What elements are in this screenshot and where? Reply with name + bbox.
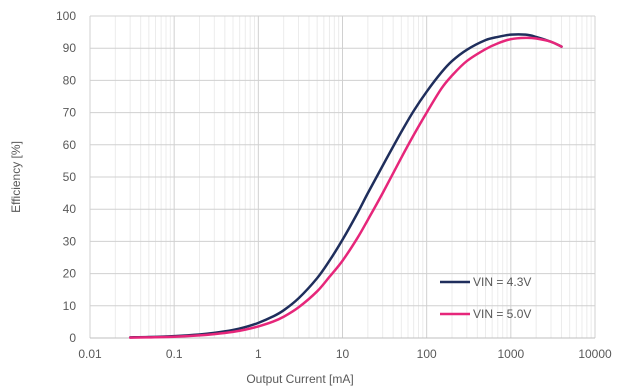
legend: VIN = 4.3V VIN = 5.0V: [440, 275, 531, 321]
y-axis-title: Efficiency [%]: [9, 141, 23, 213]
x-tick-label: 100: [417, 347, 437, 361]
series-line-vin-4-3v: [128, 33, 563, 339]
y-tick-label: 0: [69, 331, 76, 345]
y-tick-label: 70: [63, 106, 77, 120]
major-gridlines: [89, 15, 596, 339]
y-tick-label: 60: [63, 138, 77, 152]
x-tick-label: 0.1: [166, 347, 183, 361]
x-tick-label: 10: [336, 347, 350, 361]
x-tick-label: 0.01: [78, 347, 102, 361]
y-tick-label: 50: [63, 170, 77, 184]
x-tick-label: 10000: [578, 347, 612, 361]
series-line-vin-5-0v: [128, 36, 563, 339]
legend-item-vin-5-0v: VIN = 5.0V: [440, 307, 531, 321]
series-lines: [128, 33, 563, 339]
y-tick-label: 90: [63, 41, 77, 55]
y-tick-label: 80: [63, 73, 77, 87]
legend-label-vin-4-3v: VIN = 4.3V: [473, 275, 531, 289]
legend-item-vin-4-3v: VIN = 4.3V: [440, 275, 531, 289]
x-tick-label: 1: [255, 347, 262, 361]
y-tick-label: 20: [63, 267, 77, 281]
y-tick-labels: 0 10 20 30 40 50 60 70 80 90 100: [56, 9, 76, 345]
y-tick-label: 30: [63, 234, 77, 248]
x-axis-title: Output Current [mA]: [246, 372, 353, 386]
x-tick-labels: 0.01 0.1 1 10 100 1000 10000: [78, 347, 612, 361]
y-tick-label: 10: [63, 299, 77, 313]
legend-label-vin-5-0v: VIN = 5.0V: [473, 307, 531, 321]
y-tick-label: 100: [56, 9, 76, 23]
x-tick-label: 1000: [497, 347, 524, 361]
y-tick-label: 40: [63, 202, 77, 216]
